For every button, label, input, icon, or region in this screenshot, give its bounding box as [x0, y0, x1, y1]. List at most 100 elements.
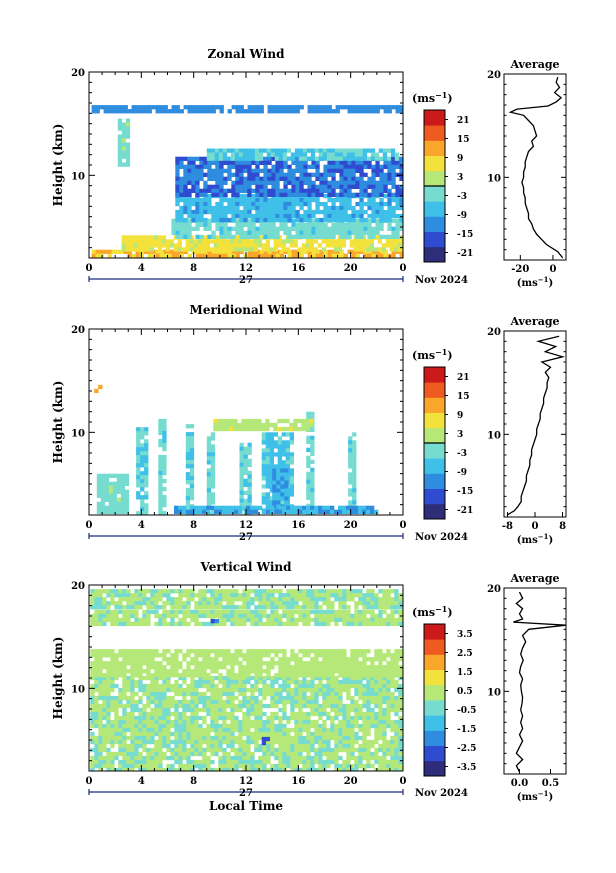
heatmap-cell [265, 452, 270, 457]
heatmap-cell [362, 675, 367, 681]
x-tick-label: 0 [86, 520, 93, 531]
heatmap-cell [98, 679, 103, 685]
heatmap-cell [258, 719, 263, 725]
heatmap-cell [171, 230, 176, 235]
heatmap-cell [299, 192, 304, 197]
heatmap-cell [126, 743, 131, 749]
heatmap-cell [301, 243, 306, 248]
heatmap-cell [295, 168, 300, 173]
colorbar-tick-label: 3 [457, 173, 463, 183]
heatmap-cell [271, 213, 276, 219]
heatmap-cell [125, 239, 130, 244]
heatmap-cell [318, 509, 323, 514]
heatmap-cell [306, 751, 311, 757]
heatmap-cell [203, 226, 208, 231]
heatmap-cell [363, 180, 368, 185]
heatmap-cell [398, 767, 403, 771]
heatmap-cell [214, 743, 219, 749]
heatmap-cell [138, 739, 143, 745]
panel-title: Zonal Wind [208, 47, 286, 61]
heatmap-cell [272, 504, 277, 509]
heatmap-cell [206, 460, 212, 465]
heatmap-cell [102, 609, 107, 615]
heatmap-cell [306, 495, 311, 500]
unit-close: ) [548, 278, 553, 289]
heatmap-cell [294, 719, 299, 725]
heatmap-cell [233, 418, 238, 424]
heatmap-cell [291, 226, 296, 231]
heatmap-cell [142, 609, 147, 615]
heatmap-cell [274, 695, 279, 701]
heatmap-cell [399, 213, 403, 219]
heatmap-cell [134, 657, 139, 662]
heatmap-cell [330, 695, 335, 701]
heatmap-cell [278, 699, 283, 705]
heatmap-cell [211, 217, 216, 223]
heatmap-cell [294, 731, 299, 737]
heatmap-cell [230, 673, 235, 678]
heatmap-cell [346, 661, 351, 666]
heatmap-cell [370, 739, 375, 745]
heatmap-cell [231, 172, 236, 177]
x-tick-label: 8 [190, 520, 197, 531]
heatmap-cell [170, 683, 175, 689]
heatmap-cell [134, 661, 139, 666]
heatmap-cell [346, 715, 351, 721]
heatmap-cell [274, 687, 279, 693]
heatmap-cell [102, 759, 107, 765]
heatmap-cell [162, 691, 167, 697]
heatmap-cell [166, 755, 171, 761]
heatmap-cell [363, 222, 368, 227]
heatmap-cell [278, 731, 283, 737]
heatmap-cell [314, 735, 319, 741]
heatmap-cell [138, 695, 143, 701]
heatmap-cell [251, 213, 256, 219]
heatmap-cell [183, 172, 188, 177]
heatmap-cell [390, 148, 396, 153]
heatmap [94, 384, 379, 515]
heatmap-cell [352, 444, 357, 449]
heatmap-cell [202, 715, 207, 721]
heatmap-cell [174, 731, 179, 737]
heatmap-cell [306, 699, 311, 705]
heatmap-cell [210, 148, 216, 153]
heatmap-cell [373, 247, 378, 252]
heatmap-cell [338, 661, 343, 666]
heatmap-cell [121, 239, 126, 244]
heatmap-cell [163, 109, 168, 114]
heatmap-cell [331, 180, 336, 185]
heatmap-cell [334, 739, 339, 745]
heatmap-cell [227, 230, 232, 235]
heatmap-cell [191, 168, 196, 173]
heatmap-cell [289, 436, 294, 441]
heatmap-cell [242, 723, 247, 729]
heatmap [91, 105, 403, 258]
heatmap-cell [259, 168, 264, 173]
heatmap-cell [120, 505, 126, 510]
heatmap-cell [158, 767, 163, 771]
heatmap-cell [303, 222, 308, 227]
heatmap-cell [207, 172, 212, 177]
heatmap-cell [270, 675, 275, 681]
heatmap-cell [318, 703, 323, 709]
heatmap-cell [326, 731, 331, 737]
heatmap-cell [106, 669, 111, 674]
heatmap-cell [367, 176, 372, 181]
heatmap-cell [351, 222, 356, 227]
heatmap-cell [219, 222, 224, 227]
heatmap-cell [398, 719, 403, 725]
heatmap-cell [323, 226, 328, 231]
heatmap-cell [375, 160, 380, 165]
heatmap-cell [227, 226, 232, 231]
heatmap-cell [275, 230, 280, 235]
heatmap-cell [319, 109, 324, 114]
heatmap-cell [350, 509, 355, 514]
heatmap-cell [183, 230, 188, 235]
heatmap-cell [223, 197, 228, 203]
heatmap-cell [358, 763, 363, 769]
heatmap-cell [306, 703, 311, 709]
heatmap-cell [391, 218, 396, 223]
heatmap-cell [174, 509, 179, 514]
heatmap-cell [219, 209, 224, 215]
heatmap-cell [222, 148, 228, 153]
